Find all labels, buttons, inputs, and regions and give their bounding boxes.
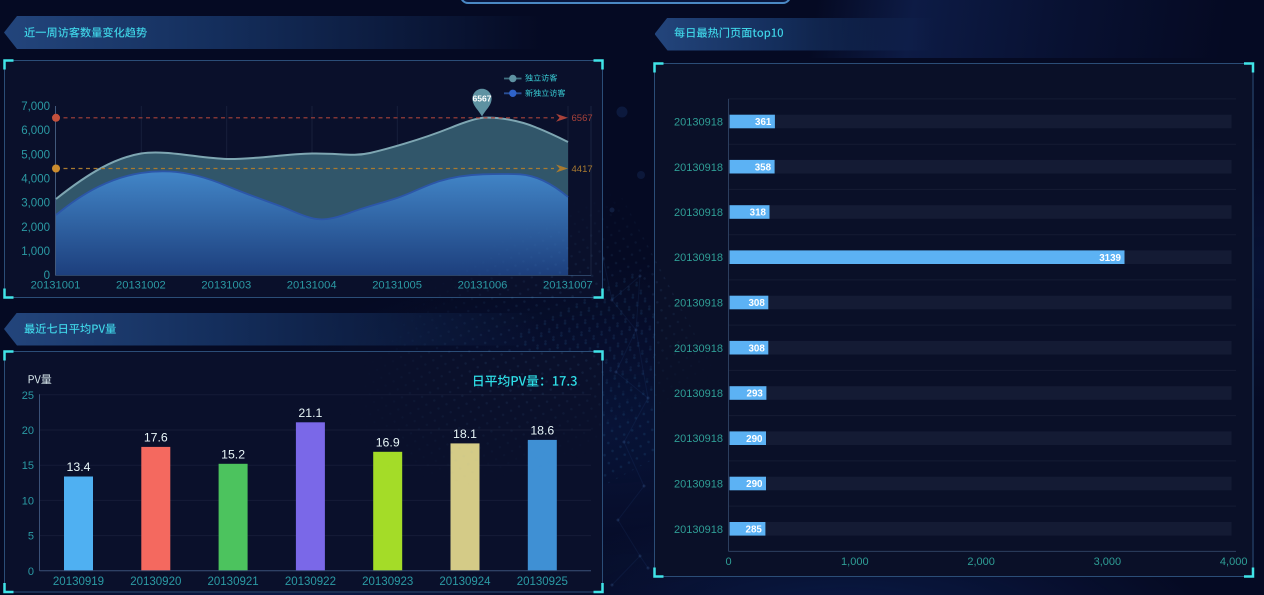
svg-text:20130918: 20130918 [674, 433, 723, 445]
svg-text:20131003: 20131003 [201, 279, 251, 291]
svg-text:20130919: 20130919 [53, 576, 104, 588]
svg-text:3,000: 3,000 [21, 198, 50, 210]
svg-text:20131002: 20131002 [116, 279, 166, 291]
svg-text:358: 358 [755, 162, 772, 173]
svg-text:10: 10 [22, 495, 34, 507]
svg-text:20131007: 20131007 [543, 279, 593, 291]
svg-text:21.1: 21.1 [298, 406, 322, 420]
svg-text:0: 0 [44, 270, 50, 282]
svg-text:4,000: 4,000 [21, 174, 50, 186]
svg-text:20130918: 20130918 [674, 252, 723, 264]
svg-text:2,000: 2,000 [21, 222, 50, 234]
svg-text:20130918: 20130918 [674, 162, 723, 174]
svg-text:20130918: 20130918 [674, 479, 723, 491]
svg-text:20131001: 20131001 [31, 279, 81, 291]
svg-text:1,000: 1,000 [841, 556, 869, 568]
svg-text:3139: 3139 [1099, 253, 1121, 264]
svg-text:20: 20 [22, 425, 34, 437]
svg-text:17.6: 17.6 [144, 431, 168, 445]
svg-text:293: 293 [747, 389, 764, 400]
svg-text:16.9: 16.9 [376, 436, 400, 450]
svg-text:20130923: 20130923 [362, 576, 413, 588]
svg-text:0: 0 [28, 566, 34, 578]
svg-text:318: 318 [750, 208, 767, 219]
svg-text:285: 285 [746, 524, 763, 535]
svg-text:15.2: 15.2 [221, 448, 245, 462]
svg-text:13.4: 13.4 [67, 460, 91, 474]
svg-text:20130918: 20130918 [674, 388, 723, 400]
svg-text:4417: 4417 [572, 164, 593, 175]
svg-text:20130920: 20130920 [130, 576, 181, 588]
svg-text:25: 25 [22, 390, 34, 402]
svg-text:18.1: 18.1 [453, 427, 477, 441]
svg-text:5,000: 5,000 [21, 149, 50, 161]
svg-text:20130918: 20130918 [674, 343, 723, 355]
svg-text:20130924: 20130924 [439, 576, 491, 588]
svg-text:0: 0 [725, 556, 731, 568]
svg-text:20130918: 20130918 [674, 298, 723, 310]
svg-text:4,000: 4,000 [1220, 556, 1248, 568]
svg-text:6567: 6567 [472, 94, 491, 104]
svg-text:18.6: 18.6 [530, 424, 554, 438]
svg-text:20131006: 20131006 [458, 279, 508, 291]
svg-text:308: 308 [748, 298, 765, 309]
svg-text:1,000: 1,000 [21, 246, 50, 258]
svg-text:290: 290 [746, 479, 763, 490]
svg-text:20130918: 20130918 [674, 117, 723, 129]
svg-text:20130918: 20130918 [674, 207, 723, 219]
svg-text:20131004: 20131004 [287, 279, 337, 291]
svg-text:6,000: 6,000 [21, 125, 50, 137]
svg-text:20130918: 20130918 [674, 524, 723, 536]
svg-text:361: 361 [755, 117, 772, 128]
svg-text:308: 308 [748, 343, 765, 354]
svg-text:20130921: 20130921 [208, 576, 259, 588]
svg-text:20130925: 20130925 [517, 576, 568, 588]
svg-text:6567: 6567 [572, 113, 593, 124]
svg-text:20130922: 20130922 [285, 576, 336, 588]
svg-text:3,000: 3,000 [1094, 556, 1122, 568]
svg-text:15: 15 [22, 460, 34, 472]
svg-text:2,000: 2,000 [967, 556, 995, 568]
svg-text:5: 5 [28, 531, 34, 543]
svg-text:290: 290 [746, 434, 763, 445]
svg-text:7,000: 7,000 [21, 101, 50, 113]
svg-text:20131005: 20131005 [372, 279, 422, 291]
